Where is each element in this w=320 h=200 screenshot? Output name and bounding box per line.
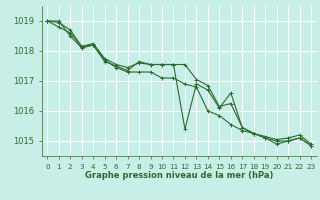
X-axis label: Graphe pression niveau de la mer (hPa): Graphe pression niveau de la mer (hPa) xyxy=(85,171,273,180)
